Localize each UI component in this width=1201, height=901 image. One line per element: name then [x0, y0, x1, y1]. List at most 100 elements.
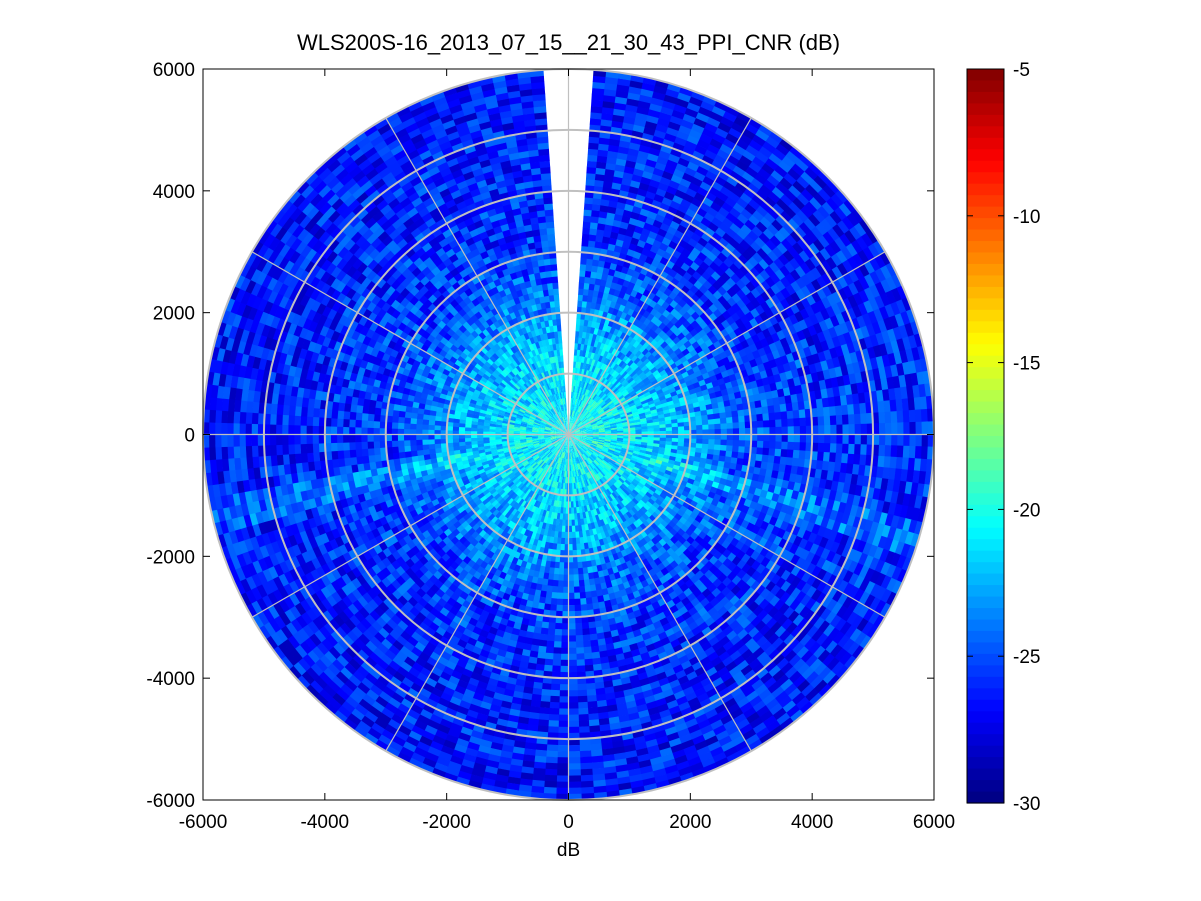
cnr-cell [572, 397, 575, 405]
cnr-cell [572, 391, 575, 399]
cnr-cell [702, 196, 715, 208]
cnr-cell [572, 367, 576, 374]
cnr-cell [609, 262, 618, 271]
cnr-cell [671, 109, 686, 120]
cnr-cell [572, 385, 576, 393]
cnr-cell [586, 357, 591, 365]
cnr-cell [581, 381, 586, 389]
cnr-cell [602, 378, 609, 386]
cnr-cell [610, 361, 617, 369]
cnr-cell [653, 129, 667, 140]
cnr-cell [678, 124, 693, 136]
cnr-cell [762, 447, 770, 456]
cnr-cell [571, 379, 575, 386]
cnr-cell [603, 230, 612, 238]
cnr-cell [822, 452, 831, 463]
cnr-cell [583, 382, 588, 389]
cnr-cell [578, 393, 582, 400]
cnr-cell [635, 312, 644, 321]
cnr-cell [604, 338, 611, 346]
cnr-cell [587, 398, 593, 405]
cnr-cell [830, 424, 837, 435]
cnr-cell [742, 149, 757, 162]
cnr-cell [576, 355, 580, 363]
cnr-cell [611, 341, 618, 349]
cnr-cell [610, 281, 618, 290]
cnr-cell [664, 231, 675, 241]
cnr-cell [582, 294, 589, 302]
cnr-cell [579, 406, 583, 413]
cnr-cell [701, 127, 716, 139]
cnr-cell [573, 417, 577, 424]
cnr-cell [721, 201, 734, 213]
cnr-cell [707, 221, 720, 233]
cnr-cell [597, 216, 607, 225]
cnr-cell [628, 242, 638, 252]
cnr-cell [719, 417, 727, 425]
cnr-cell [694, 144, 708, 156]
cnr-cell [611, 276, 620, 284]
cnr-cell [582, 362, 587, 370]
cnr-cell [732, 440, 740, 447]
cnr-cell [708, 186, 721, 198]
cnr-cell [655, 187, 668, 198]
cnr-cell [616, 84, 631, 93]
cnr-cell [594, 179, 605, 188]
cnr-cell [602, 236, 611, 244]
plot-area [202, 69, 935, 801]
cnr-cell [591, 93, 605, 102]
cnr-cell [897, 422, 904, 435]
cnr-cell [733, 116, 749, 129]
cnr-cell [768, 412, 776, 421]
cnr-cell [575, 419, 580, 425]
cnr-cell [744, 122, 760, 136]
cnr-cell [632, 318, 640, 327]
cnr-cell [581, 394, 585, 401]
cnr-cell [720, 423, 728, 430]
cnr-cell [723, 159, 737, 172]
cnr-cell [738, 440, 746, 448]
cnr-cell [787, 426, 795, 435]
cnr-cell [613, 335, 621, 344]
cnr-cell [793, 434, 801, 443]
cnr-cell [716, 191, 730, 203]
cnr-cell [583, 369, 588, 376]
cnr-cell [579, 393, 584, 401]
cnr-cell [691, 197, 703, 208]
cnr-cell [576, 392, 579, 399]
cnr-cell [585, 178, 596, 187]
cnr-cell [835, 443, 843, 454]
cnr-cell [860, 423, 868, 435]
cnr-cell [598, 361, 604, 369]
cnr-cell [780, 411, 788, 420]
cnr-cell [576, 373, 580, 381]
cnr-cell [704, 149, 718, 161]
cnr-cell [570, 403, 572, 411]
cnr-cell [585, 307, 591, 315]
cnr-cell [758, 124, 774, 137]
cnr-cell [628, 142, 642, 151]
cnr-cell [726, 175, 740, 188]
cnr-cell [582, 221, 592, 229]
cnr-cell [735, 181, 749, 194]
cnr-cell [823, 415, 831, 426]
cnr-cell [573, 417, 577, 424]
cnr-cell [739, 428, 746, 435]
cnr-cell [748, 161, 763, 174]
cnr-cell [720, 164, 734, 177]
cnr-cell [666, 159, 679, 170]
cnr-cell [615, 158, 628, 167]
cnr-cell [757, 427, 764, 435]
cnr-cell [582, 408, 587, 415]
cnr-cell [896, 410, 904, 424]
cnr-cell [570, 409, 572, 417]
cnr-cell [626, 268, 635, 277]
cnr-cell [623, 333, 631, 342]
cnr-cell [620, 311, 628, 320]
cnr-cell [571, 404, 574, 411]
cnr-cell [712, 132, 727, 145]
cnr-cell [595, 167, 607, 176]
cnr-cell [619, 331, 627, 340]
cnr-cell [588, 384, 593, 391]
cnr-cell [714, 154, 728, 166]
